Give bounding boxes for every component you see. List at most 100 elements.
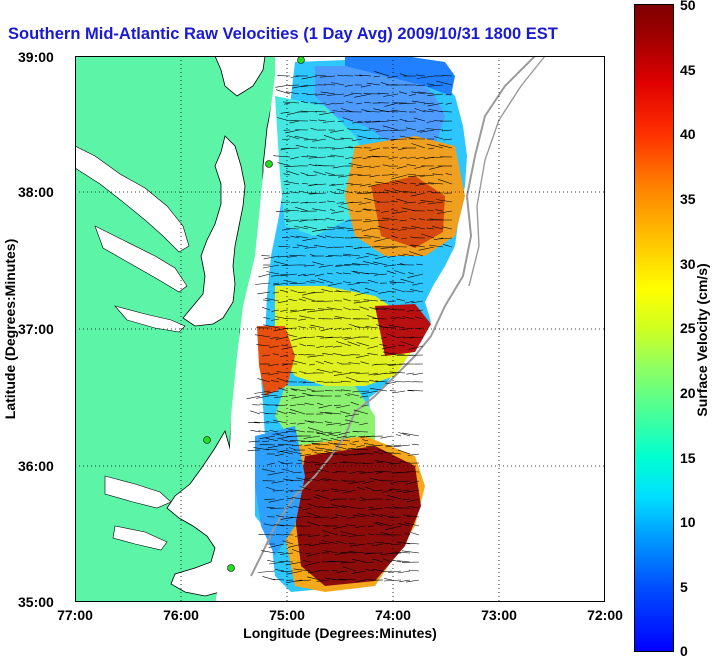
velocity-vector xyxy=(405,480,420,485)
velocity-vector xyxy=(290,75,300,78)
velocity-vector xyxy=(282,540,294,545)
velocity-vector xyxy=(380,82,390,86)
velocity-vector xyxy=(282,138,291,140)
velocity-vector xyxy=(367,353,379,356)
velocity-vector xyxy=(359,498,375,501)
velocity-vector xyxy=(316,431,333,434)
velocity-vector xyxy=(410,236,417,239)
velocity-vector xyxy=(288,228,300,230)
velocity-vector xyxy=(272,353,280,356)
velocity-vector xyxy=(348,163,363,167)
velocity-vector xyxy=(281,344,289,347)
x-tick-label: 73:00 xyxy=(481,607,517,623)
velocity-vector xyxy=(407,273,424,278)
velocity-vector xyxy=(304,138,318,141)
velocity-vector xyxy=(271,318,280,321)
map-plot xyxy=(75,56,605,602)
velocity-vector xyxy=(358,435,366,438)
velocity-vector xyxy=(366,82,381,86)
velocity-vector xyxy=(354,291,370,296)
velocity-vector xyxy=(387,255,397,258)
velocity-vector xyxy=(338,174,354,178)
velocity-vector xyxy=(418,201,426,204)
velocity-vector xyxy=(346,516,357,519)
velocity-vector xyxy=(349,543,366,547)
velocity-vector xyxy=(290,404,297,406)
velocity-vector xyxy=(285,561,303,566)
y-tick-label: 39:00 xyxy=(18,49,54,65)
velocity-vector xyxy=(367,533,375,536)
velocity-vector xyxy=(367,138,381,140)
velocity-vector xyxy=(288,447,297,451)
velocity-vector xyxy=(436,199,453,203)
velocity-vector xyxy=(427,156,444,159)
velocity-vector xyxy=(404,532,411,536)
velocity-vector xyxy=(325,345,334,348)
velocity-vector xyxy=(411,226,426,230)
velocity-vector xyxy=(316,369,334,374)
velocity-vector xyxy=(294,534,303,537)
velocity-vector xyxy=(348,534,366,537)
velocity-vector xyxy=(356,192,372,194)
velocity-vector xyxy=(354,74,363,77)
velocity-vector xyxy=(250,410,261,415)
velocity-vector xyxy=(343,489,357,494)
velocity-vector xyxy=(357,120,372,124)
velocity-vector xyxy=(290,289,298,293)
velocity-vector xyxy=(274,524,285,527)
velocity-vector xyxy=(294,225,309,230)
velocity-vector xyxy=(365,219,372,221)
velocity-vector xyxy=(275,433,285,437)
velocity-vector xyxy=(325,102,336,106)
x-tick-label: 77:00 xyxy=(57,607,93,623)
sound-water xyxy=(112,525,168,551)
velocity-vector xyxy=(326,246,336,249)
velocity-vector xyxy=(374,71,390,77)
colorbar-tick-label: 50 xyxy=(680,0,696,13)
velocity-vector xyxy=(345,524,357,527)
velocity-vector xyxy=(302,560,312,563)
velocity-vector xyxy=(344,336,361,340)
velocity-vector xyxy=(348,447,360,451)
velocity-vector xyxy=(303,543,312,546)
velocity-vector xyxy=(267,372,280,376)
colorbar-tick-label: 5 xyxy=(680,579,688,595)
velocity-vector xyxy=(347,228,363,232)
velocity-vector xyxy=(264,297,280,302)
velocity-vector xyxy=(378,291,388,294)
velocity-vector xyxy=(306,174,318,176)
velocity-vector xyxy=(345,413,360,417)
velocity-vector xyxy=(386,270,397,275)
velocity-vector xyxy=(254,390,271,394)
velocity-vector xyxy=(301,156,309,158)
velocity-vector xyxy=(366,315,379,320)
velocity-vector xyxy=(290,422,297,424)
velocity-vector xyxy=(383,351,397,356)
station-marker xyxy=(227,564,235,572)
velocity-vector xyxy=(290,309,307,313)
velocity-vector xyxy=(304,471,312,474)
velocity-vector xyxy=(342,453,357,457)
velocity-vector xyxy=(380,532,393,536)
velocity-vector xyxy=(372,569,384,572)
velocity-vector xyxy=(265,486,276,491)
velocity-vector xyxy=(287,255,298,258)
velocity-vector xyxy=(345,419,360,424)
velocity-vector xyxy=(279,561,294,563)
velocity-vector xyxy=(299,315,316,320)
velocity-vector xyxy=(381,336,388,339)
velocity-vector xyxy=(309,254,316,257)
velocity-vector xyxy=(271,309,280,312)
velocity-vector xyxy=(389,181,399,185)
velocity-vector xyxy=(358,201,372,205)
velocity-vector xyxy=(390,147,399,149)
velocity-vector xyxy=(390,480,402,484)
velocity-vector xyxy=(402,514,411,518)
colorbar-tick-label: 40 xyxy=(680,126,696,142)
velocity-vector xyxy=(275,84,291,88)
velocity-vector xyxy=(348,362,361,365)
velocity-vector xyxy=(399,119,408,122)
velocity-vector xyxy=(357,453,375,455)
velocity-vector xyxy=(368,507,384,511)
velocity-vector xyxy=(445,102,453,105)
